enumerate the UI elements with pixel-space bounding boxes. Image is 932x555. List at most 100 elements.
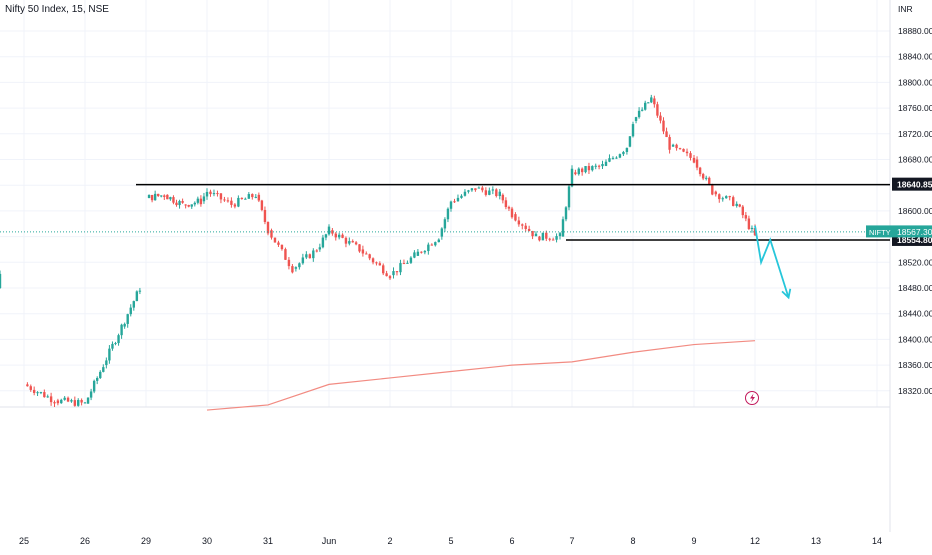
candle-body[interactable] xyxy=(507,207,511,209)
candle-body[interactable] xyxy=(564,207,568,220)
candle-body[interactable] xyxy=(199,198,203,205)
candle-body[interactable] xyxy=(83,402,87,404)
candle-body[interactable] xyxy=(570,168,574,187)
projection-arrow[interactable] xyxy=(754,225,792,300)
candle-body[interactable] xyxy=(735,203,738,206)
candle-body[interactable] xyxy=(184,204,187,206)
candle-body[interactable] xyxy=(163,195,166,197)
candle-body[interactable] xyxy=(587,166,591,171)
candle-body[interactable] xyxy=(205,191,209,197)
candle-body[interactable] xyxy=(32,389,36,393)
candle-body[interactable] xyxy=(668,137,671,150)
candle-body[interactable] xyxy=(689,153,692,158)
candle-body[interactable] xyxy=(233,204,237,207)
candle-body[interactable] xyxy=(341,234,344,238)
candle-body[interactable] xyxy=(467,190,470,192)
candle-body[interactable] xyxy=(517,220,521,225)
candle-body[interactable] xyxy=(318,247,322,250)
candle-body[interactable] xyxy=(671,144,675,147)
candle-body[interactable] xyxy=(510,208,514,218)
candle-body[interactable] xyxy=(721,198,724,200)
candle-body[interactable] xyxy=(711,184,714,195)
candle-body[interactable] xyxy=(334,233,337,238)
candle-body[interactable] xyxy=(653,98,656,105)
candle-body[interactable] xyxy=(604,161,608,166)
candle-body[interactable] xyxy=(244,198,247,200)
candle-body[interactable] xyxy=(608,158,611,162)
candle-body[interactable] xyxy=(153,193,157,201)
candle-body[interactable] xyxy=(126,314,129,324)
candle-body[interactable] xyxy=(324,234,328,238)
candle-body[interactable] xyxy=(263,209,267,222)
candle-body[interactable] xyxy=(331,230,334,234)
candle-body[interactable] xyxy=(266,221,270,234)
candle-body[interactable] xyxy=(219,193,223,200)
candle-body[interactable] xyxy=(273,237,277,243)
candle-body[interactable] xyxy=(594,165,597,167)
candle-body[interactable] xyxy=(382,265,385,274)
candle-body[interactable] xyxy=(77,399,80,406)
candle-body[interactable] xyxy=(226,200,230,202)
candle-body[interactable] xyxy=(705,177,708,179)
candle-body[interactable] xyxy=(43,392,46,398)
candle-body[interactable] xyxy=(741,206,744,216)
candle-body[interactable] xyxy=(344,237,348,244)
candle-body[interactable] xyxy=(611,157,615,159)
candle-body[interactable] xyxy=(597,165,601,167)
candle-body[interactable] xyxy=(650,97,653,103)
candle-body[interactable] xyxy=(39,392,43,394)
candle-body[interactable] xyxy=(53,402,56,404)
candle-body[interactable] xyxy=(284,249,287,260)
candle-body[interactable] xyxy=(416,251,420,256)
candle-body[interactable] xyxy=(753,227,757,236)
candle-body[interactable] xyxy=(662,120,665,132)
candle-body[interactable] xyxy=(178,201,181,206)
candle-body[interactable] xyxy=(413,252,416,258)
candle-body[interactable] xyxy=(567,186,571,208)
candle-body[interactable] xyxy=(291,266,294,273)
candle-body[interactable] xyxy=(216,193,219,195)
candle-body[interactable] xyxy=(463,191,467,196)
candle-body[interactable] xyxy=(46,396,49,398)
candle-body[interactable] xyxy=(692,157,696,163)
candle-body[interactable] xyxy=(105,360,108,366)
candle-body[interactable] xyxy=(108,348,111,361)
candle-body[interactable] xyxy=(682,148,685,152)
candle-body[interactable] xyxy=(484,190,488,195)
candle-body[interactable] xyxy=(474,188,477,191)
candle-body[interactable] xyxy=(678,148,682,150)
candle-body[interactable] xyxy=(312,250,315,259)
candle-body[interactable] xyxy=(695,159,699,168)
candle-body[interactable] xyxy=(561,219,565,237)
candle-body[interactable] xyxy=(321,237,325,248)
candle-body[interactable] xyxy=(315,250,318,252)
candle-body[interactable] xyxy=(446,208,450,220)
candle-body[interactable] xyxy=(718,194,721,200)
candle-body[interactable] xyxy=(647,102,650,104)
candle-body[interactable] xyxy=(514,214,517,221)
candle-body[interactable] xyxy=(591,166,594,171)
candle-body[interactable] xyxy=(470,188,474,191)
candle-body[interactable] xyxy=(504,200,508,208)
candle-body[interactable] xyxy=(637,110,641,118)
candle-body[interactable] xyxy=(744,215,748,219)
candle-body[interactable] xyxy=(615,157,618,159)
candle-body[interactable] xyxy=(427,244,430,252)
candle-body[interactable] xyxy=(301,257,305,264)
candle-body[interactable] xyxy=(675,144,678,149)
price-axis[interactable]: INR 18880.00 18840.00 18800.00 18760.00 18720… xyxy=(866,4,932,396)
candle-body[interactable] xyxy=(622,151,625,155)
candle-body[interactable] xyxy=(73,400,77,406)
candle-body[interactable] xyxy=(150,194,154,201)
candle-body[interactable] xyxy=(223,199,226,201)
candle-body[interactable] xyxy=(251,194,254,198)
candle-body[interactable] xyxy=(294,267,298,269)
candle-body[interactable] xyxy=(437,239,440,243)
candle-body[interactable] xyxy=(631,124,635,137)
candle-body[interactable] xyxy=(135,291,139,302)
candle-body[interactable] xyxy=(558,233,562,237)
candle-body[interactable] xyxy=(527,228,531,231)
candle-body[interactable] xyxy=(187,205,190,207)
candle-body[interactable] xyxy=(640,109,644,111)
